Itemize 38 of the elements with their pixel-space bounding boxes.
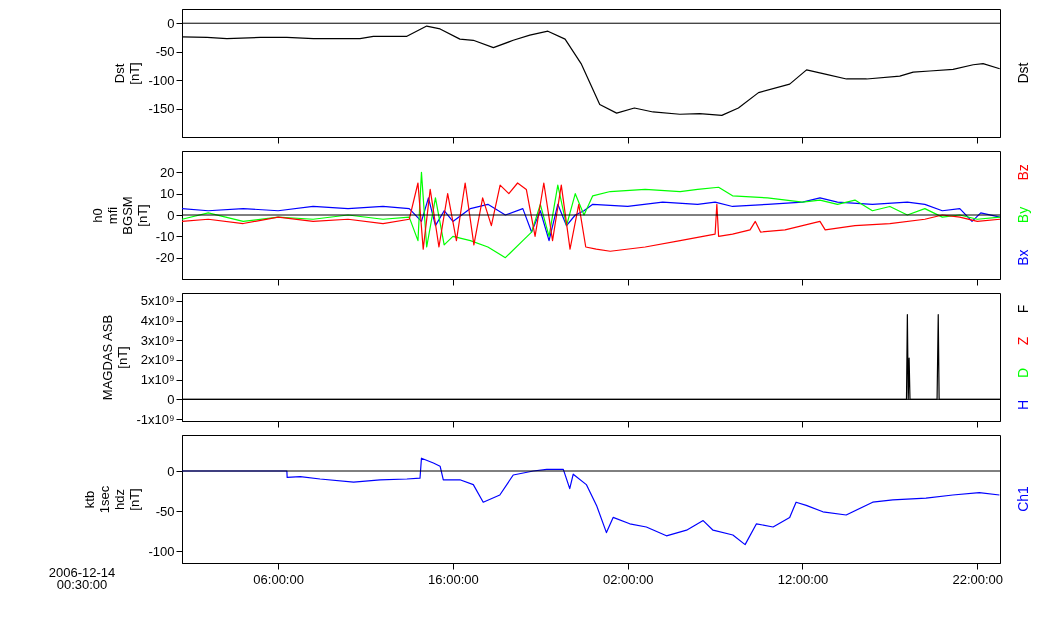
text: Bx	[1015, 249, 1031, 266]
y-axis-title: h0 mfi BGSM [nT]	[89, 196, 150, 235]
text: Ch1	[1015, 485, 1031, 512]
y-tick-label: 4x10⁹	[140, 313, 175, 329]
y-tick-label: 3x10⁹	[140, 332, 175, 348]
legend-label: H	[1015, 399, 1031, 411]
y-tick-label: 0	[167, 15, 175, 31]
x-tick-label: 12:00:00	[777, 571, 829, 587]
y-tick-label: -10	[155, 228, 175, 244]
y-tick-label: 5x10⁹	[140, 293, 175, 309]
x-tick-label: 06:00:00	[253, 571, 304, 587]
text: Bz	[1015, 164, 1031, 181]
y-axis-title: ktb 1sec hdz [nT]	[82, 485, 143, 514]
y-tick-label: -50	[155, 503, 175, 519]
y-tick-label: 0	[167, 207, 175, 223]
x-tick-label: 22:00:00	[952, 571, 1004, 587]
y-tick-label: 20	[160, 164, 175, 180]
legend-label: Z	[1015, 336, 1031, 346]
text: Dst	[1015, 62, 1031, 84]
y-tick-label: -100	[148, 72, 175, 88]
y-tick-label: -100	[148, 543, 175, 559]
y-axis-title: Dst [nT]	[112, 62, 143, 85]
y-tick-label: -1x10⁹	[136, 411, 175, 427]
y-axis-title: MAGDAS ASB [nT]	[100, 314, 131, 401]
y-tick-label: -20	[155, 250, 175, 266]
y-tick-label: 10	[160, 186, 175, 202]
legend-label: D	[1015, 367, 1031, 379]
x-tick-label: 02:00:00	[602, 571, 654, 587]
text: By	[1015, 206, 1031, 224]
y-tick-label: -50	[155, 44, 175, 60]
y-tick-label: 0	[167, 391, 175, 407]
y-tick-label: 2x10⁹	[140, 352, 175, 368]
y-tick-label: 0	[167, 463, 175, 479]
text: F	[1015, 304, 1031, 314]
text: 2006-12-14 00:30:00	[48, 565, 116, 592]
y-tick-label: 1x10⁹	[140, 372, 175, 388]
y-tick-label: -150	[148, 101, 175, 117]
x-tick-label: 16:00:00	[428, 571, 479, 587]
